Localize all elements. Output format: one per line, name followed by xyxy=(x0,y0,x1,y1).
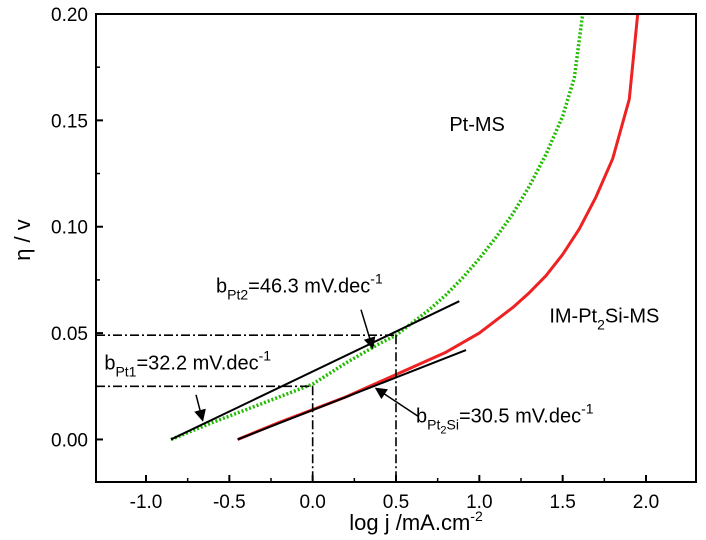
x-tick-label: 1.0 xyxy=(466,492,492,513)
annotation-arrow-1 xyxy=(194,394,206,422)
x-tick-label: 0.0 xyxy=(299,492,325,513)
fit-line-0 xyxy=(170,300,460,441)
x-tick-label: 0.5 xyxy=(383,492,409,513)
ticks-layer: -1.0 -0.5 0.0 0.5 1.0 1.5 2.0 0.00 0.05 0.10 0.15 0… xyxy=(51,5,659,513)
y-axis-label: η / v xyxy=(10,219,35,261)
annotation-bpt2: bPt2=46.3 mV.dec-1 xyxy=(216,271,383,303)
series-line-1 xyxy=(237,13,640,441)
x-axis-label-superscript: -2 xyxy=(470,508,483,524)
y-tick-label: 0.05 xyxy=(51,324,88,345)
y-tick-label: 0.20 xyxy=(51,5,88,26)
y-tick-label: 0.00 xyxy=(51,430,88,451)
annotation-bpt2si: bPt2Si=30.5 mV.dec-1 xyxy=(416,400,594,436)
x-tick-label: 2.0 xyxy=(633,492,659,513)
x-tick-label: 1.5 xyxy=(549,492,575,513)
annotation-bpt1: bPt1=32.2 mV.dec-1 xyxy=(104,347,271,379)
series-layer xyxy=(170,13,640,442)
annotation-pt-ms: Pt-MS xyxy=(449,114,505,136)
x-tick-label: -1.0 xyxy=(130,492,163,513)
annotation-im: IM-Pt2Si-MS xyxy=(549,305,659,332)
annotation-arrow-0 xyxy=(360,309,376,350)
x-axis-label: log j /mA.cm-2 xyxy=(349,508,483,535)
x-tick-label: -0.5 xyxy=(213,492,246,513)
annotation-arrow-2 xyxy=(374,387,419,417)
y-tick-label: 0.15 xyxy=(51,111,88,132)
annotations-layer: Pt-MS IM-Pt2Si-MS bPt2=46.3 mV.dec-1 bPt1=3… xyxy=(104,114,659,436)
fit-lines-layer xyxy=(96,300,467,482)
series-line-0 xyxy=(170,13,585,442)
y-tick-label: 0.10 xyxy=(51,218,88,239)
fit-line-1 xyxy=(237,349,467,441)
